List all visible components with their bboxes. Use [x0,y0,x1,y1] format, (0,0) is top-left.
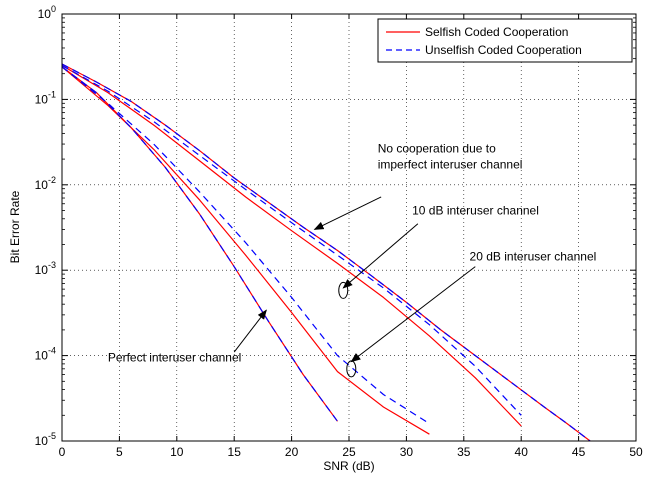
annotation-arrow [350,266,476,363]
x-axis-label: SNR (dB) [323,459,374,473]
x-tick-label: 25 [342,445,356,459]
x-tick-label: 5 [116,445,123,459]
y-tick-label: 10-2 [35,175,56,192]
plot-area [62,14,636,441]
x-tick-label: 30 [400,445,414,459]
x-tick-label: 40 [515,445,529,459]
x-tick-label: 15 [228,445,242,459]
annotation-text: imperfect interuser channel [378,157,523,171]
tick-labels: 0 5 10 15 20 25 30 35 40 45 50 100 10-1 10-2 10-3 10-4 1… [35,4,643,459]
annotation-arrow [313,196,382,230]
series-line [62,66,430,425]
x-tick-label: 50 [629,445,643,459]
x-tick-label: 0 [59,445,66,459]
series-line [62,63,591,441]
legend-label-selfish: Selfish Coded Cooperation [425,25,568,39]
y-axis-label: Bit Error Rate [8,190,22,263]
x-tick-label: 35 [457,445,471,459]
annotation-text: Perfect interuser channel [108,351,241,365]
y-tick-label: 10-1 [35,89,56,106]
y-tick-label: 10-5 [35,431,56,448]
series-line [62,64,522,427]
series-line [62,66,338,422]
annotation-text: 10 dB interuser channel [412,203,539,217]
y-tick-label: 10-4 [35,346,56,363]
legend-box [377,18,633,63]
annotation-arrow [342,223,419,289]
y-tick-label: 10-3 [35,260,56,277]
annotation-arrow [233,309,267,353]
annotation-ellipse [346,360,357,378]
legend: Selfish Coded Cooperation Unselfish Code… [377,18,633,63]
annotation-ellipse [338,281,349,299]
series-line [62,64,522,416]
legend-label-unselfish: Unselfish Coded Cooperation [425,43,582,57]
annotations: No cooperation due to imperfect interuser… [108,141,597,378]
annotation-text: 20 dB interuser channel [470,249,597,263]
ticks [61,13,637,442]
series-layer [62,63,591,441]
annotation-text: No cooperation due to [378,141,496,155]
x-tick-label: 45 [572,445,586,459]
x-tick-label: 20 [285,445,299,459]
x-tick-label: 10 [170,445,184,459]
y-tick-label: 100 [38,4,56,21]
